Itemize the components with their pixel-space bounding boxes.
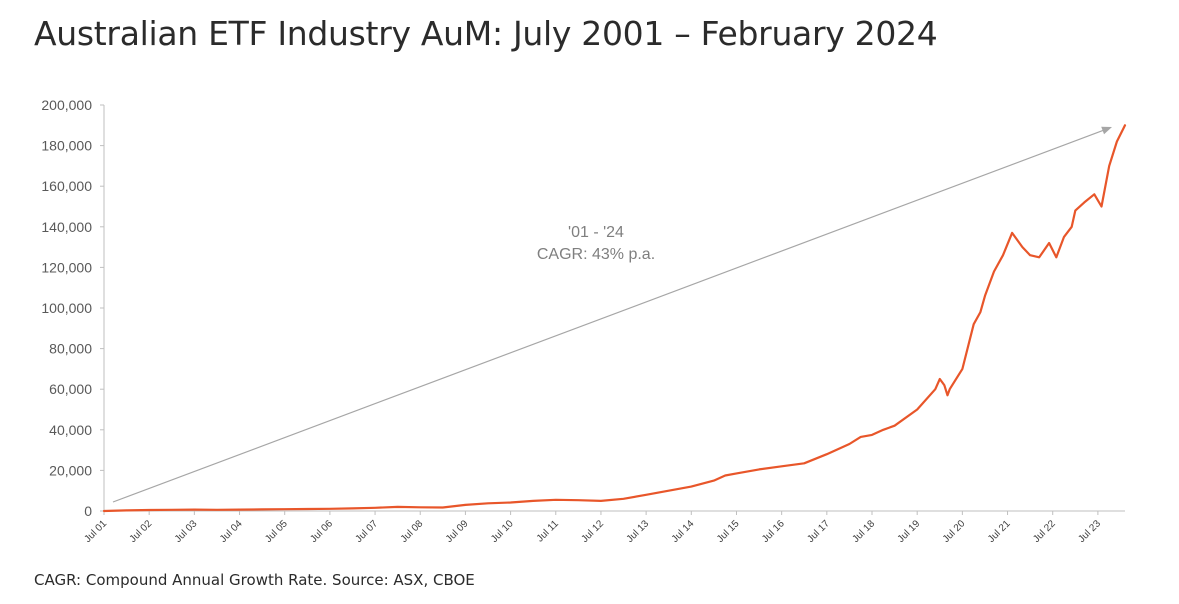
y-tick-label: 140,000 [41,219,92,235]
x-tick-label: Jul 05 [263,518,290,545]
x-tick-label: Jul 22 [1031,518,1058,545]
y-tick-label: 120,000 [41,259,92,275]
x-tick-label: Jul 19 [896,518,923,545]
annotation-cagr: CAGR: 43% p.a. [537,246,655,263]
x-tick-label: Jul 20 [941,518,968,545]
footnote: CAGR: Compound Annual Growth Rate. Sourc… [34,571,475,589]
y-tick-label: 40,000 [49,422,92,438]
y-tick-label: 100,000 [41,300,92,316]
x-tick-label: Jul 18 [850,518,877,545]
x-tick-label: Jul 04 [218,518,245,545]
y-tick-label: 200,000 [41,97,92,113]
y-tick-label: 60,000 [49,381,92,397]
annotation-period: '01 - '24 [568,224,624,241]
arrow-line [112,128,1107,503]
x-tick-label: Jul 01 [82,518,109,545]
y-tick-label: 180,000 [41,138,92,154]
chart-title: Australian ETF Industry AuM: July 2001 –… [34,14,938,53]
cagr-arrow [112,126,1112,503]
x-tick-label: Jul 06 [308,518,335,545]
y-tick-label: 0 [84,503,92,519]
x-axis: Jul 01 Jul 02 Jul 03 Jul 04 Jul 05 Jul 06 Jul … [82,510,1125,545]
x-tick-label: Jul 21 [986,518,1013,545]
series-line-aum [102,124,1127,513]
y-tick-label: 80,000 [49,341,92,357]
x-tick-label: Jul 13 [625,518,652,545]
x-tick-label: Jul 07 [354,518,381,545]
x-tick-label: Jul 03 [173,518,200,545]
x-tick-label: Jul 09 [444,518,471,545]
x-tick-label: Jul 23 [1076,518,1103,545]
x-tick-label: Jul 12 [579,518,606,545]
y-axis: 0 20,000 40,000 60,000 80,000 100,000 120,000 1… [41,97,105,519]
x-tick-label: Jul 02 [128,518,155,545]
y-tick-label: 160,000 [41,178,92,194]
x-tick-label: Jul 11 [535,518,561,544]
x-tick-label: Jul 17 [805,518,832,545]
arrow-head [1101,126,1112,135]
x-tick-label: Jul 15 [715,518,742,545]
x-tick-label: Jul 08 [399,518,426,545]
x-tick-label: Jul 10 [489,518,516,545]
x-tick-label: Jul 14 [670,518,697,545]
y-tick-label: 20,000 [49,462,92,478]
series-group [102,124,1127,513]
x-tick-label: Jul 16 [760,518,787,545]
